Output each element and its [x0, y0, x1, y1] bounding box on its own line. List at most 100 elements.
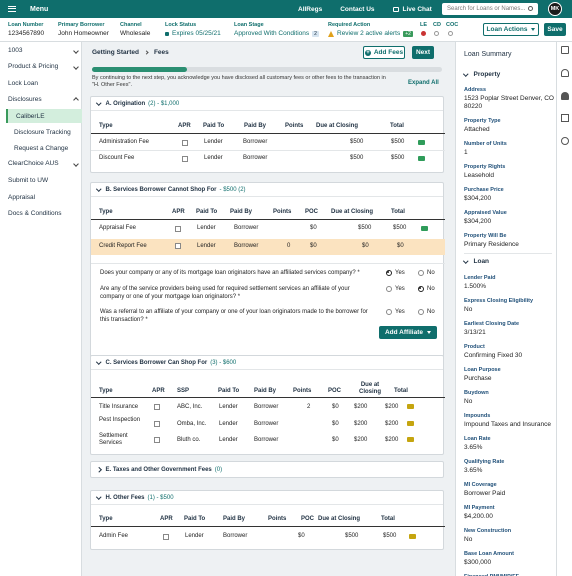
sidebar-subitem-request-change[interactable]: Request a Change — [14, 144, 69, 152]
loan-actions-button[interactable]: Loan Actions — [483, 23, 539, 36]
fee-edit-icon[interactable] — [421, 226, 428, 231]
summary-label: Loan Purpose — [464, 367, 501, 373]
table-header-row: Type APR Paid To Paid By Points POC Due … — [99, 516, 395, 522]
fee-edit-icon[interactable] — [407, 421, 414, 426]
summary-label: Property Type — [464, 118, 501, 124]
document-icon[interactable] — [561, 46, 569, 54]
next-button[interactable]: Next — [412, 46, 434, 59]
summary-value: Confirming Fixed 30 — [464, 352, 523, 359]
bell-icon[interactable] — [561, 92, 569, 100]
sidebar-item-disclosures[interactable]: Disclosures — [8, 96, 79, 103]
sidebar-item-docs-conditions[interactable]: Docs & Conditions — [8, 210, 62, 217]
summary-value: No — [464, 306, 473, 313]
contact-us-link[interactable]: Contact Us — [340, 5, 375, 13]
allregs-link[interactable]: AllRegs — [298, 5, 323, 13]
summary-label: Impounds — [464, 413, 491, 419]
summary-value: Leasehold — [464, 172, 494, 179]
live-chat-link[interactable]: Live Chat — [392, 6, 432, 13]
chevron-down-icon — [96, 494, 102, 499]
save-button[interactable]: Save — [544, 23, 566, 36]
menu-button[interactable]: Menu — [8, 6, 48, 13]
question-2-no-radio[interactable]: No — [418, 286, 435, 292]
fee-edit-icon[interactable] — [418, 156, 425, 161]
section-a-header[interactable]: A. Origination (2) - $1,000 — [91, 97, 443, 111]
coc-label: COC — [446, 22, 459, 28]
apr-checkbox[interactable] — [182, 156, 188, 162]
progress-bar — [92, 67, 442, 72]
loan-stage[interactable]: Approved With Conditions 2 — [234, 30, 319, 37]
summary-value: No — [464, 536, 473, 543]
fee-edit-icon[interactable] — [407, 437, 414, 442]
lock-status-label: Lock Status — [165, 22, 197, 28]
search-input[interactable]: Search for Loans or Names... — [442, 3, 538, 15]
apr-checkbox[interactable] — [175, 226, 181, 232]
clock-icon[interactable] — [561, 137, 569, 145]
question-3-no-radio[interactable]: No — [418, 309, 435, 315]
chevron-right-icon — [96, 467, 102, 472]
apr-checkbox[interactable] — [182, 140, 188, 146]
expand-all-link[interactable]: Expand All — [408, 80, 439, 86]
lock-status[interactable]: Expires 05/25/21 — [165, 30, 221, 37]
section-divider — [464, 253, 552, 254]
loan-section-header[interactable]: Loan — [463, 258, 489, 265]
sidebar-subitem-disclosure-tracking[interactable]: Disclosure Tracking — [14, 128, 71, 136]
table-row: Settlement Services Bluth co. Lender Bor… — [91, 433, 445, 449]
coc-status-icon[interactable] — [448, 31, 453, 36]
avatar[interactable]: MK — [548, 2, 562, 16]
apr-checkbox[interactable] — [154, 437, 160, 443]
fee-edit-icon[interactable] — [418, 140, 425, 145]
table-row: Title Insurance ABC, Inc. Lender Borrowe… — [91, 401, 445, 415]
section-b-header[interactable]: B. Services Borrower Cannot Shop For - $5… — [91, 183, 443, 197]
summary-label: Base Loan Amount — [464, 551, 514, 557]
fee-edit-icon[interactable] — [407, 404, 414, 409]
sidebar-item-product-pricing[interactable]: Product & Pricing — [8, 63, 79, 70]
apr-checkbox[interactable] — [175, 243, 181, 249]
task-icon[interactable] — [561, 114, 569, 122]
section-c-header[interactable]: C. Services Borrower Can Shop For (3) - $… — [91, 356, 443, 370]
table-header-row: Type APR Paid To Paid By Points POC Due … — [99, 209, 405, 215]
chevron-down-icon — [96, 186, 102, 191]
apr-checkbox[interactable] — [154, 421, 160, 427]
add-fees-button[interactable]: + Add Fees — [363, 46, 405, 59]
sidebar-item-submit-uw[interactable]: Submit to UW — [8, 177, 49, 184]
required-action-link[interactable]: Review 2 active alerts +2 — [328, 30, 413, 37]
sidebar-item-appraisal[interactable]: Appraisal — [8, 194, 36, 201]
required-action-label: Required Action — [328, 22, 371, 28]
question-2-yes-radio[interactable]: Yes — [386, 286, 405, 292]
table-row: Appraisal Fee Lender Borrower $0 $500 $5… — [91, 223, 445, 237]
table-row: Admin Fee Lender Borrower $0 $500 $500 — [91, 533, 445, 547]
question-1-yes-radio[interactable]: Yes — [386, 270, 405, 276]
plus-icon: + — [364, 49, 371, 56]
question-3-yes-radio[interactable]: Yes — [386, 309, 405, 315]
add-affiliate-button[interactable]: Add Affiliate — [379, 326, 437, 339]
section-h-header[interactable]: H. Other Fees (1) - $500 — [91, 491, 443, 505]
apr-checkbox[interactable] — [154, 404, 160, 410]
sidebar-subitem-caliberle[interactable]: CaliberLE — [6, 109, 82, 123]
summary-label: Product — [464, 344, 485, 350]
summary-label: Earliest Closing Date — [464, 321, 520, 327]
summary-label: MI Coverage — [464, 482, 497, 488]
table-row: Pest Inspection Omba, Inc. Lender Borrow… — [91, 417, 445, 433]
summary-label: Purchase Price — [464, 187, 504, 193]
property-section-header[interactable]: Property — [463, 71, 500, 78]
chevron-down-icon — [463, 258, 469, 263]
chevron-down-icon — [73, 63, 79, 70]
cd-status-icon[interactable] — [434, 31, 439, 36]
sidebar-item-lock-loan[interactable]: Lock Loan — [8, 80, 38, 87]
search-icon[interactable] — [528, 6, 533, 11]
summary-value: $304,200 — [464, 218, 492, 225]
breadcrumb-getting-started[interactable]: Getting Started — [92, 49, 139, 56]
le-status-icon[interactable] — [421, 31, 426, 36]
apr-checkbox[interactable] — [163, 534, 169, 540]
question-1-no-radio[interactable]: No — [418, 270, 435, 276]
fee-edit-icon[interactable] — [409, 534, 416, 539]
sidebar-item-clearchoice-aus[interactable]: ClearChoice AUS — [8, 160, 79, 167]
section-h-other-fees: H. Other Fees (1) - $500 Type APR Paid To… — [90, 490, 445, 550]
sidebar-item-1003[interactable]: 1003 — [8, 47, 79, 54]
lock-icon — [165, 31, 169, 36]
section-e-header[interactable]: E. Taxes and Other Government Fees (0) — [91, 462, 443, 477]
table-row: Discount Fee Lender Borrower $500 $500 — [91, 155, 445, 169]
top-bar: Menu AllRegs Contact Us Live Chat Search… — [0, 0, 572, 18]
person-icon[interactable] — [561, 69, 569, 77]
summary-value: $4,200.00 — [464, 513, 493, 520]
